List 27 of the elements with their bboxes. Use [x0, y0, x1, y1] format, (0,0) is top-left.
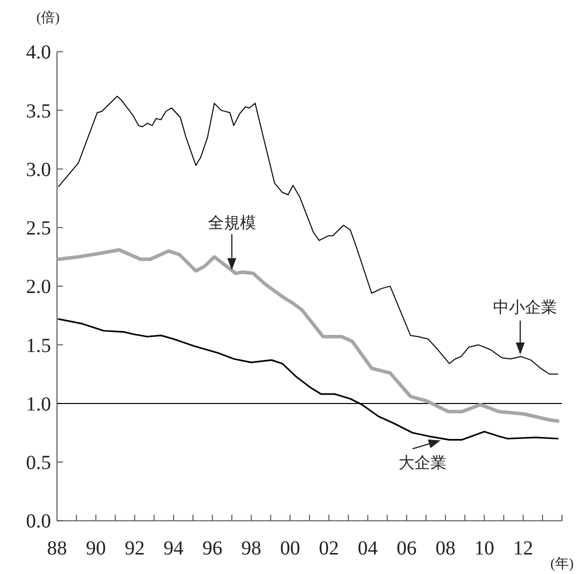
xtick: 88 — [47, 538, 67, 560]
ytick: 3.5 — [26, 100, 51, 122]
annotation: 中小企業 — [493, 300, 558, 317]
ytick: 4.0 — [26, 42, 51, 64]
ylabel: (倍) — [36, 11, 60, 26]
ytick: 2.5 — [26, 218, 51, 240]
xtick: 90 — [86, 538, 106, 560]
xtick: 96 — [202, 538, 222, 560]
xtick: 12 — [513, 538, 534, 560]
ytick: 1.5 — [26, 334, 51, 357]
xtick: 98 — [241, 538, 262, 560]
ytick: 3.0 — [26, 158, 51, 181]
xtick: 02 — [318, 538, 339, 560]
ytick: 0.5 — [26, 452, 51, 474]
ytick: 1.0 — [26, 393, 51, 416]
xtick: 04 — [358, 538, 378, 560]
annotation: 大企業 — [398, 454, 447, 472]
xtick: 10 — [474, 538, 494, 560]
xtick: 00 — [280, 538, 300, 560]
xtick: 06 — [396, 538, 417, 560]
annotation: 全規模 — [208, 215, 256, 232]
xlabel: (年) — [550, 557, 574, 572]
xtick: 92 — [124, 538, 145, 560]
ytick: 0.0 — [26, 510, 51, 533]
xtick: 08 — [435, 538, 456, 560]
xtick: 94 — [164, 538, 184, 560]
ytick: 2.0 — [26, 276, 51, 298]
